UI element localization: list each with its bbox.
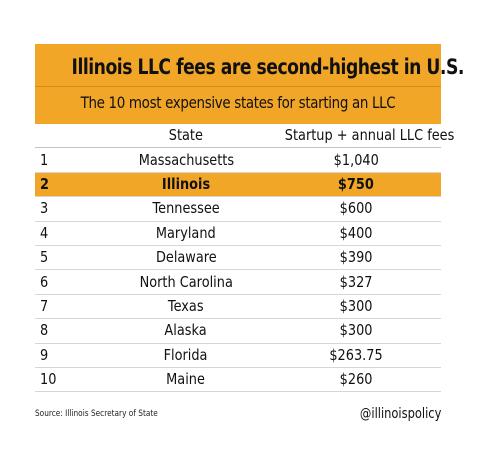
fee-cell: $300 [271,318,441,344]
rank-cell: 7 [35,294,101,320]
fee-column-header: Startup + annual LLC fees [271,124,454,149]
fee-cell: $400 [271,221,441,246]
social-handle: @illinoispolicy [359,406,441,422]
table-row: 5 Delaware $390 [35,245,441,271]
state-column-header: State [101,124,271,149]
rank-cell: 6 [35,269,101,295]
rank-cell: 5 [35,245,101,271]
fee-cell: $600 [271,196,441,222]
table-header-banner: Illinois LLC fees are second-highest in … [35,44,465,124]
rank-cell: 9 [35,343,101,368]
state-cell: Maryland [101,221,271,246]
table-row: 1 Massachusetts $1,040 [35,147,441,173]
table-row: 4 Maryland $400 [35,221,441,246]
table-row: 3 Tennessee $600 [35,196,441,222]
state-cell: Illinois [101,172,271,198]
rank-cell: 10 [35,367,101,393]
fees-table-card: Illinois LLC fees are second-highest in … [35,44,465,393]
table-row: 6 North Carolina $327 [35,269,441,295]
fee-cell: $1,040 [271,147,441,173]
rank-cell: 2 [35,172,101,198]
fee-cell: $750 [271,172,441,198]
table-row: 8 Alaska $300 [35,318,441,344]
chart-subtitle: The 10 most expensive states for startin… [80,93,396,112]
state-cell: Maine [101,367,271,393]
state-cell: Alaska [101,318,271,344]
footer: Source: Illinois Secretary of State @ill… [35,406,441,426]
fee-cell: $390 [271,245,441,271]
fees-table: State Startup + annual LLC fees 1 Massach… [35,124,454,393]
chart-title: Illinois LLC fees are second-highest in … [71,55,465,79]
rank-cell: 1 [35,147,101,173]
table-row: 2 Illinois $750 [35,172,441,198]
table-row: 7 Texas $300 [35,294,441,320]
state-cell: Florida [101,343,271,368]
state-cell: Tennessee [101,196,271,222]
table-row: 10 Maine $260 [35,367,441,393]
fee-cell: $300 [271,294,441,320]
fee-cell: $327 [271,269,441,295]
header-divider [35,86,441,87]
fee-cell: $263.75 [271,343,441,368]
column-header-row: State Startup + annual LLC fees [35,124,454,149]
rank-cell: 4 [35,221,101,246]
table-body: 1 Massachusetts $1,040 2 Illinois $750 3 Tennes… [35,147,441,393]
state-cell: North Carolina [101,269,271,295]
source-note: Source: Illinois Secretary of State [35,409,158,419]
fee-cell: $260 [271,367,441,393]
rank-cell: 8 [35,318,101,344]
state-cell: Delaware [101,245,271,271]
table-row: 9 Florida $263.75 [35,343,441,368]
state-cell: Massachusetts [101,147,271,173]
rank-cell: 3 [35,196,101,222]
rank-column-header [35,124,101,149]
state-cell: Texas [101,294,271,320]
